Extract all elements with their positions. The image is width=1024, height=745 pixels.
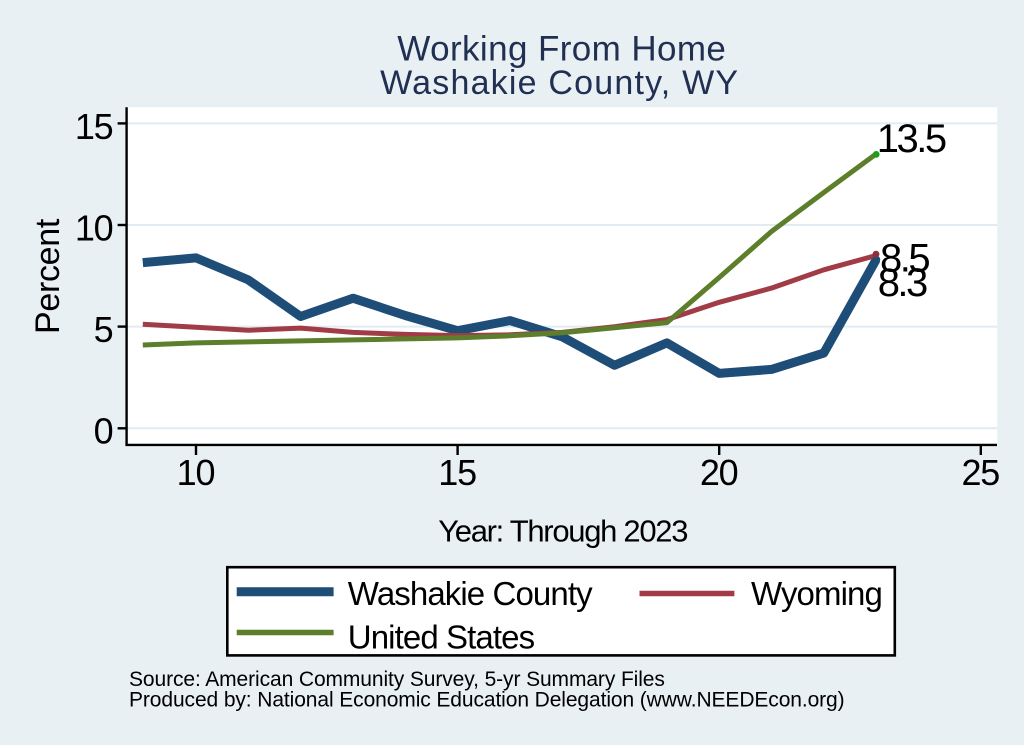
svg-text:8.3: 8.3: [878, 261, 927, 305]
svg-text:20: 20: [700, 452, 738, 493]
svg-text:United States: United States: [348, 618, 535, 655]
svg-text:25: 25: [961, 452, 999, 493]
svg-text:Wyoming: Wyoming: [751, 575, 882, 612]
svg-text:15: 15: [75, 106, 113, 147]
svg-text:Percent: Percent: [29, 218, 67, 334]
svg-text:8.5: 8.5: [880, 237, 929, 281]
svg-text:Washakie County, WY: Washakie County, WY: [380, 64, 739, 102]
svg-text:10: 10: [177, 452, 215, 493]
svg-text:15: 15: [438, 452, 476, 493]
svg-text:Year: Through 2023: Year: Through 2023: [438, 514, 687, 549]
svg-text:Working From Home: Working From Home: [397, 30, 726, 69]
svg-text:Washakie County: Washakie County: [348, 575, 593, 612]
svg-text:0: 0: [94, 411, 113, 452]
svg-text:Produced by: National Economic: Produced by: National Economic Education…: [129, 688, 845, 711]
svg-text:13.5: 13.5: [877, 117, 946, 161]
svg-text:5: 5: [94, 309, 113, 350]
svg-text:Source: American Community Sur: Source: American Community Survey, 5-yr …: [129, 668, 665, 691]
svg-text:10: 10: [75, 207, 113, 248]
